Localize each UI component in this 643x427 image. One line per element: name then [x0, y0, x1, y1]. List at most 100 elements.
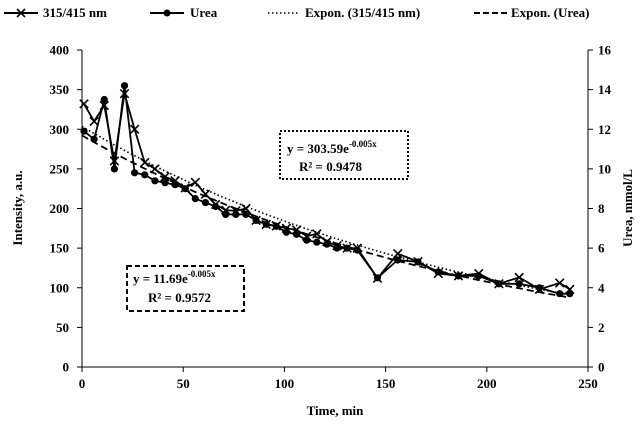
y-left-tick-label: 50: [56, 320, 69, 335]
legend-urea-fit-label: Expon. (Urea): [511, 5, 589, 20]
y-right-tick-label: 4: [598, 280, 605, 295]
x-tick-label: 100: [275, 376, 295, 391]
urea-point: [80, 127, 88, 135]
x-tick-label: 250: [578, 376, 598, 391]
intensity-point: [160, 172, 170, 182]
legend-intensity-fit-label: Expon. (315/415 nm): [305, 5, 420, 20]
intensity-point: [109, 156, 120, 166]
intensity-point: [271, 221, 282, 231]
intensity-point: [473, 268, 484, 279]
y-left-ticks: 0 50 100 150 200 250 300 350 400: [50, 43, 82, 375]
intensity-point: [200, 189, 211, 200]
intensity-point: [565, 284, 575, 295]
intensity-point: [231, 206, 241, 216]
x-axis-title: Time, min: [307, 403, 365, 418]
y-axis-right-title: Urea, mmol/L: [620, 169, 635, 247]
intensity-point: [241, 203, 251, 214]
urea-point: [515, 280, 523, 288]
series-urea-line: [83, 85, 570, 295]
intensity-point: [332, 240, 342, 251]
urea-point: [90, 135, 98, 143]
y-right-tick-label: 2: [598, 320, 605, 335]
x-tick-label: 0: [79, 376, 86, 391]
intensity-point: [312, 229, 322, 239]
urea-point: [394, 256, 402, 264]
intensity-point: [342, 243, 352, 253]
equation-box-intensity-frame: [279, 130, 409, 180]
y-left-tick-label: 150: [50, 241, 70, 256]
intensity-point: [413, 256, 423, 267]
intensity-point: [99, 100, 110, 111]
equation-urea-r2: R² = 0.9572: [148, 290, 211, 305]
intensity-point: [150, 164, 160, 174]
legend-item-intensity-fit: Expon. (315/415 nm): [268, 5, 420, 20]
y-axis-left-title: Intensity, a.u.: [10, 170, 25, 245]
legend-item-intensity: 315/415 nm: [4, 5, 107, 20]
equation-intensity-line1: y = 303.59e-0.005x: [287, 139, 377, 156]
y-right-tick-label: 10: [598, 161, 611, 176]
x-tick-label: 50: [177, 376, 190, 391]
urea-point: [313, 238, 321, 246]
y-right-tick-label: 6: [598, 241, 605, 256]
y-right-tick-label: 14: [598, 82, 612, 97]
intensity-point: [139, 157, 150, 168]
x-tick-label: 200: [477, 376, 497, 391]
urea-point: [201, 199, 210, 207]
intensity-point: [433, 268, 443, 279]
y-right-tick-label: 16: [598, 43, 612, 58]
y-left-tick-label: 350: [50, 82, 70, 97]
y-left-tick-label: 300: [50, 122, 70, 137]
intensity-point: [261, 219, 271, 230]
y-right-tick-label: 0: [598, 360, 605, 375]
legend-item-urea: Urea: [150, 5, 218, 20]
urea-point: [100, 95, 108, 104]
intensity-point: [190, 177, 201, 188]
intensity-point: [129, 124, 140, 135]
legend-intensity-marker: [16, 8, 26, 18]
y-right-tick-label: 8: [598, 201, 605, 216]
urea-point: [141, 171, 149, 179]
legend-intensity-label: 315/415 nm: [43, 5, 107, 20]
equation-box-intensity: y = 303.59e-0.005x R² = 0.9478: [279, 130, 409, 180]
y-right-tick-label: 12: [598, 122, 611, 137]
legend-urea-label: Urea: [190, 5, 218, 20]
equation-urea-line1: y = 11.69e-0.005x: [133, 269, 216, 286]
intensity-point: [301, 231, 312, 242]
intensity-point: [180, 183, 190, 193]
y-left-tick-label: 400: [50, 43, 70, 58]
legend-urea-marker: [163, 9, 171, 17]
intensity-point: [453, 271, 464, 281]
intensity-point: [281, 223, 292, 234]
y-left-tick-label: 0: [63, 360, 70, 375]
urea-point: [556, 290, 564, 298]
intensity-point: [210, 199, 221, 210]
axes: [81, 50, 589, 368]
intensity-point: [534, 284, 545, 295]
equation-box-urea: y = 11.69e-0.005x R² = 0.9572: [126, 265, 245, 312]
urea-point: [131, 169, 139, 177]
intensity-point: [392, 248, 403, 259]
urea-point: [151, 177, 159, 185]
y-left-tick-label: 100: [50, 280, 70, 295]
legend-item-urea-fit: Expon. (Urea): [474, 5, 589, 20]
intensity-point: [514, 272, 524, 283]
urea-point: [110, 165, 118, 173]
equation-intensity-r2: R² = 0.9478: [299, 159, 362, 174]
intensity-point: [220, 205, 231, 215]
urea-point: [191, 195, 199, 203]
y-left-tick-label: 250: [50, 161, 70, 176]
series-intensity: [79, 88, 575, 295]
equation-box-urea-frame: [126, 265, 245, 312]
series-intensity-line: [83, 93, 571, 291]
intensity-point: [291, 225, 302, 235]
x-ticks: 0 50 100 150 200 250: [79, 367, 598, 391]
intensity-point: [494, 279, 504, 289]
intensity-point: [372, 273, 383, 284]
intensity-point: [170, 175, 180, 186]
intensity-point: [554, 278, 565, 288]
intensity-point: [251, 215, 261, 226]
intensity-point: [79, 99, 89, 109]
y-left-tick-label: 200: [50, 201, 70, 216]
urea-point: [242, 210, 250, 218]
